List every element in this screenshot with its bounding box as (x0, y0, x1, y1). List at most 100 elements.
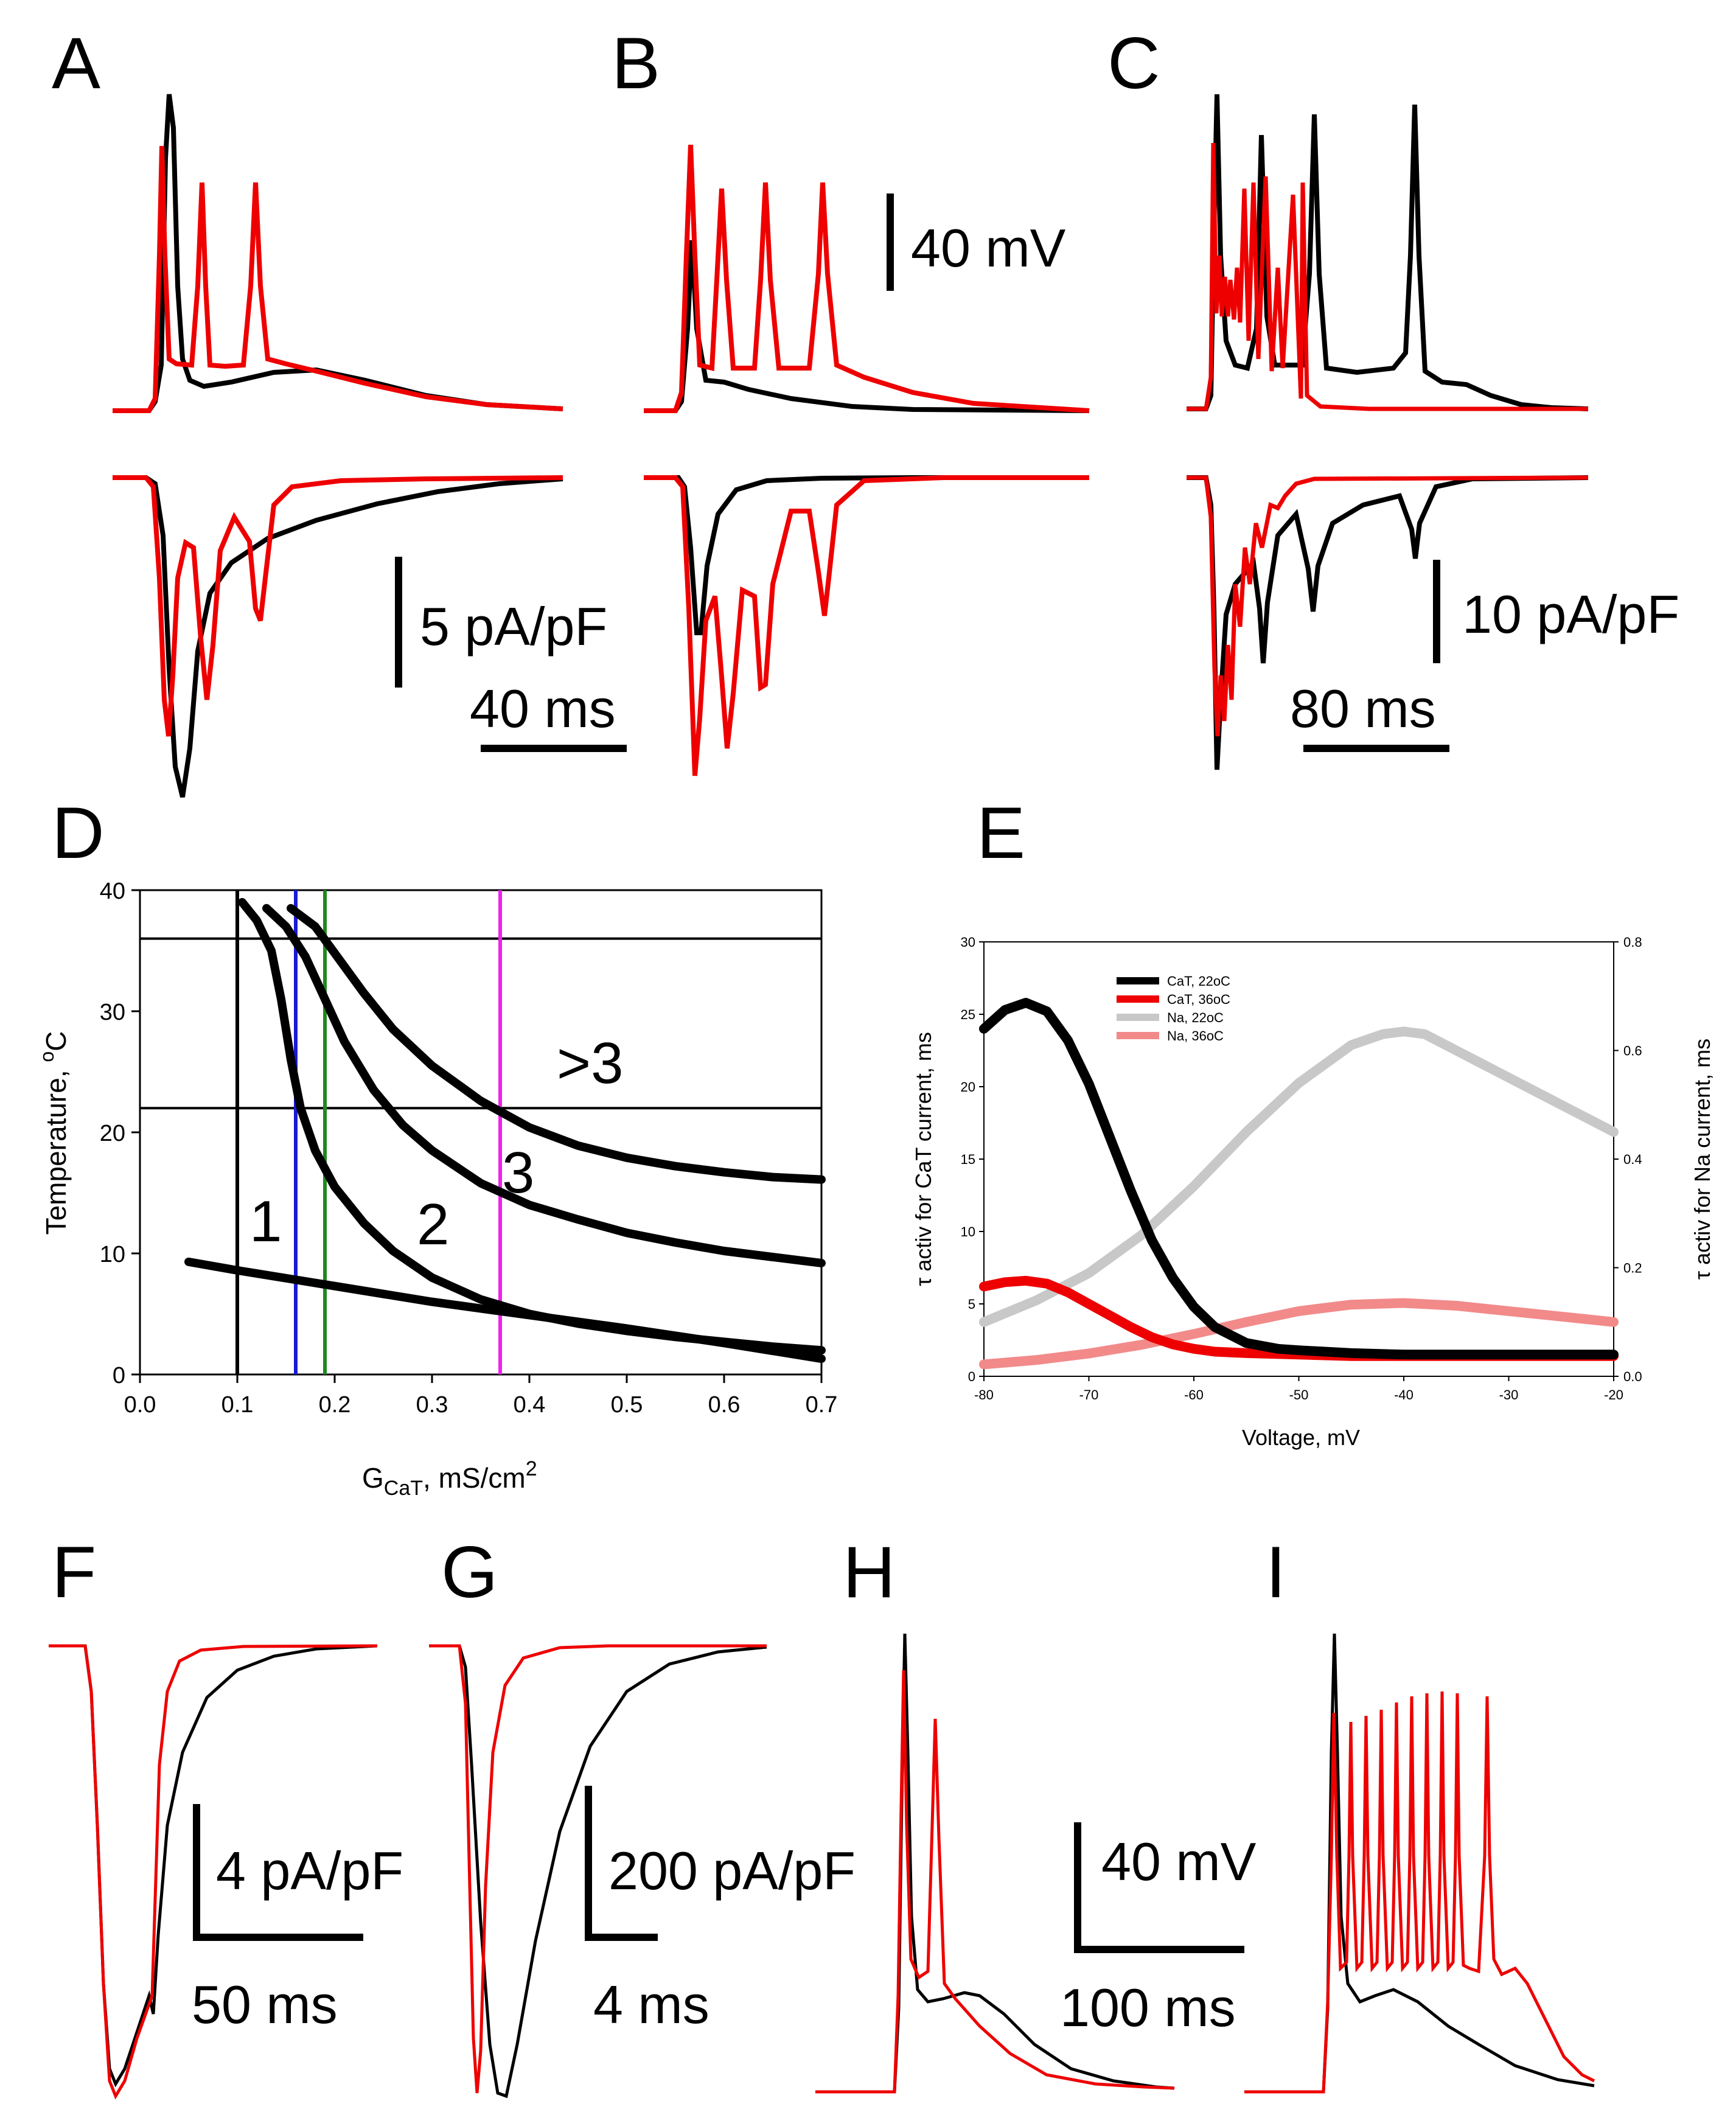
panel-i: I (1244, 1531, 1595, 2094)
e-y-right-tick-label-4: 0.8 (1623, 935, 1642, 950)
panel-label-c: C (1107, 23, 1160, 104)
d-y-tick-label-1: 10 (100, 1242, 125, 1267)
e-x-tick-label-0: -80 (974, 1387, 994, 1402)
d-x-tick-label-7: 0.7 (806, 1392, 838, 1418)
scale-bar-c-time (1303, 745, 1449, 752)
e-x-tick-label-1: -70 (1079, 1387, 1099, 1402)
scale-bar-b-voltage (887, 193, 894, 291)
e-y-left-tick-label-4: 20 (961, 1079, 975, 1095)
chart-e-legend: CaT, 22oC CaT, 36oC Na, 22oC Na, 36oC (1117, 974, 1230, 1043)
scale-label-h-time: 100 ms (1060, 1977, 1236, 2038)
e-y-left-tick-label-3: 15 (961, 1152, 975, 1167)
region-label-3: 3 (502, 1140, 534, 1205)
panel-d: D 0.0 0.1 0.2 0.3 0.4 0.5 0.6 0.7 0 10 20 30 40 1 2… (36, 792, 837, 1500)
e-y-right-tick-label-3: 0.6 (1623, 1043, 1642, 1059)
legend-label-cat22: CaT, 22oC (1167, 974, 1230, 989)
trace-c-voltage-warm (1187, 142, 1588, 411)
trace-b-voltage-warm (644, 144, 1090, 413)
chart-d-x-ticks: 0.0 0.1 0.2 0.3 0.4 0.5 0.6 0.7 (124, 1374, 838, 1418)
trace-c-current-control (1187, 475, 1589, 770)
panel-b: B 40 mV (612, 23, 1090, 776)
e-x-tick-label-5: -30 (1499, 1387, 1519, 1402)
d-x-tick-label-1: 0.1 (221, 1392, 254, 1418)
e-y-right-tick-label-1: 0.2 (1623, 1261, 1642, 1276)
scale-bar-h-time (1074, 1946, 1244, 1953)
trace-a-current-warm (113, 475, 563, 737)
scale-label-a-time: 40 ms (470, 678, 616, 739)
chart-d-vertical-lines (235, 890, 502, 1374)
trace-i-voltage-control (1244, 1633, 1595, 2094)
panel-label-d: D (52, 792, 105, 874)
d-y-tick-label-4: 40 (100, 879, 125, 904)
e-series-line-0 (979, 998, 1619, 1360)
trace-h-voltage-warm (815, 1670, 1175, 2094)
d-x-tick-label-0: 0.0 (124, 1392, 156, 1418)
panel-f: F 4 pA/pF 50 ms (49, 1531, 403, 2100)
chart-e-x-ticks: -80 -70 -60 -50 -40 -30 -20 (974, 1376, 1623, 1402)
scale-label-b-voltage: 40 mV (911, 218, 1066, 278)
trace-f-current-warm (49, 1644, 378, 2100)
scale-bar-c-current (1433, 560, 1440, 663)
scale-label-a-current: 5 pA/pF (420, 596, 607, 657)
scale-bar-a-time (481, 745, 627, 752)
trace-c-current-warm (1187, 475, 1589, 737)
legend-label-cat36: CaT, 36oC (1167, 992, 1230, 1007)
scale-label-c-current: 10 pA/pF (1462, 584, 1679, 644)
scale-bar-a-current (395, 557, 402, 688)
d-boundary-line-1 (238, 897, 826, 1355)
scale-bar-g-time (585, 1934, 658, 1941)
d-boundary-line-2 (262, 904, 826, 1267)
panel-label-f: F (52, 1531, 96, 1613)
panel-e: E -80 -70 -60 -50 -40 -30 -20 0 5 10 15 20 25 30 0.0… (911, 792, 1715, 1450)
e-x-tick-label-6: -20 (1604, 1387, 1623, 1402)
e-x-tick-label-4: -40 (1394, 1387, 1414, 1402)
scale-bar-f-time (193, 1934, 363, 1941)
trace-g-current-warm (429, 1644, 767, 2094)
panel-label-h: H (843, 1531, 896, 1613)
region-label-1: 1 (249, 1189, 282, 1254)
trace-b-current-warm (644, 475, 1089, 776)
e-x-tick-label-2: -60 (1184, 1387, 1204, 1402)
chart-d-x-axis-title: GCaT, mS/cm2 (362, 1457, 537, 1500)
chart-e-series (979, 998, 1619, 1370)
trace-g-current-control (429, 1644, 767, 2099)
e-series-line-1 (979, 1275, 1619, 1361)
e-y-left-tick-label-1: 5 (968, 1297, 975, 1312)
region-label-gt3: >3 (557, 1031, 623, 1096)
d-y-tick-label-2: 20 (100, 1121, 125, 1146)
chart-e-y-ticks-left: 0 5 10 15 20 25 30 (961, 935, 984, 1384)
d-x-tick-label-5: 0.5 (611, 1392, 643, 1418)
scale-label-g-current: 200 pA/pF (608, 1841, 856, 1901)
chart-e-x-axis-title: Voltage, mV (1242, 1425, 1360, 1450)
chart-d-boundaries (184, 897, 826, 1364)
chart-e-y-axis-title-left: τ activ for CaT current, ms (911, 1032, 936, 1286)
d-x-tick-label-2: 0.2 (319, 1392, 351, 1418)
e-y-left-tick-label-2: 10 (961, 1224, 975, 1239)
d-boundary-line-3 (287, 904, 826, 1184)
scale-label-c-time: 80 ms (1290, 678, 1436, 739)
d-y-tick-label-3: 30 (100, 1000, 125, 1025)
legend-label-na36: Na, 36oC (1167, 1028, 1224, 1043)
scale-label-g-time: 4 ms (593, 1974, 709, 2035)
legend-label-na22: Na, 22oC (1167, 1010, 1224, 1025)
panel-g: G 200 pA/pF 4 ms (429, 1531, 856, 2099)
panel-c: C 10 pA/pF 80 ms (1107, 23, 1679, 770)
scale-label-h-voltage: 40 mV (1101, 1831, 1257, 1892)
scale-bar-h-voltage (1074, 1822, 1081, 1953)
trace-b-voltage-control (644, 240, 1090, 413)
e-series-line-3 (979, 1298, 1619, 1370)
d-x-tick-label-3: 0.3 (416, 1392, 448, 1418)
scale-label-f-current: 4 pA/pF (216, 1841, 403, 1901)
e-y-left-tick-label-0: 0 (968, 1369, 975, 1384)
chart-e-y-ticks-right: 0.0 0.2 0.4 0.6 0.8 (1614, 935, 1642, 1384)
trace-a-voltage-warm (113, 145, 563, 413)
trace-i-voltage-warm (1244, 1691, 1595, 2094)
panel-a: A 5 pA/pF 40 ms (52, 23, 627, 798)
e-y-left-tick-label-5: 25 (961, 1007, 975, 1022)
e-series-line-2 (979, 1026, 1619, 1327)
region-label-2: 2 (417, 1192, 449, 1257)
panel-label-g: G (441, 1531, 498, 1613)
e-y-right-tick-label-0: 0.0 (1623, 1369, 1642, 1384)
panel-label-i: I (1266, 1531, 1286, 1613)
